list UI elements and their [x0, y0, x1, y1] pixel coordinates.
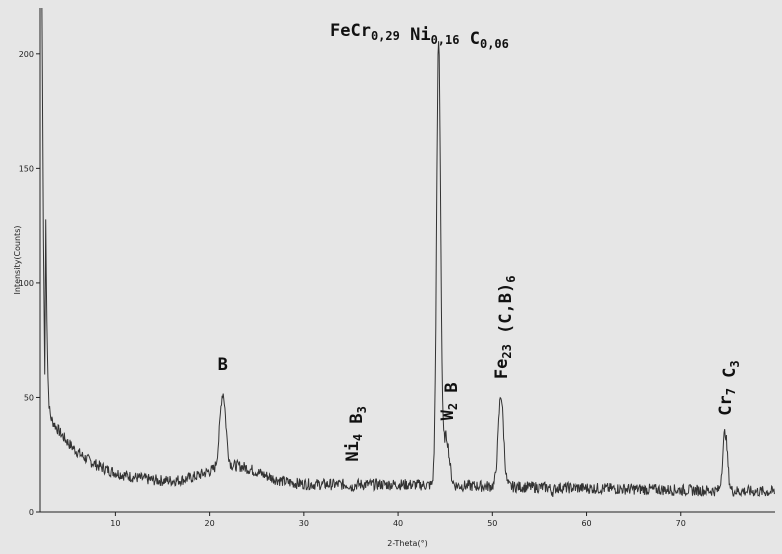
x-tick-label: 50: [487, 519, 497, 528]
x-tick-label: 60: [581, 519, 591, 528]
axes: [39, 8, 775, 513]
peak-label-b: B: [218, 355, 228, 375]
x-tick-label: 20: [205, 519, 215, 528]
x-axis-label: 2-Theta(°): [387, 539, 427, 548]
y-tick-label: 50: [24, 393, 34, 402]
x-tick-label: 30: [299, 519, 309, 528]
peak-label-fe23cb6: Fe23 (C,B)6: [492, 276, 518, 380]
x-tick-label: 70: [676, 519, 686, 528]
peak-label-ni4b3: Ni4 B3: [343, 406, 369, 461]
y-tick-label: 0: [29, 508, 34, 517]
y-tick-label: 150: [19, 164, 34, 173]
diffraction-pattern-line: [41, 7, 775, 498]
y-axis-label: Intensity(Counts): [13, 226, 22, 295]
ticks: 10 20 30 40 50 60 70 0 50 100 150 200: [19, 50, 686, 528]
axis-lines: [39, 8, 775, 513]
peak-label-fecrnic: FeCr0,29 Ni0,16 C0,06: [330, 21, 509, 51]
y-tick-label: 100: [19, 279, 34, 288]
peak-label-w2b: W2 B: [438, 382, 462, 420]
peak-label-cr7c3: Cr7 C3: [716, 360, 742, 415]
y-tick-label: 200: [19, 50, 34, 59]
peak-labels: FeCr0,29 Ni0,16 C0,06 B Ni4 B3 W2 B Fe23 (C,…: [218, 21, 742, 462]
x-tick-label: 10: [110, 519, 120, 528]
x-tick-label: 40: [393, 519, 403, 528]
